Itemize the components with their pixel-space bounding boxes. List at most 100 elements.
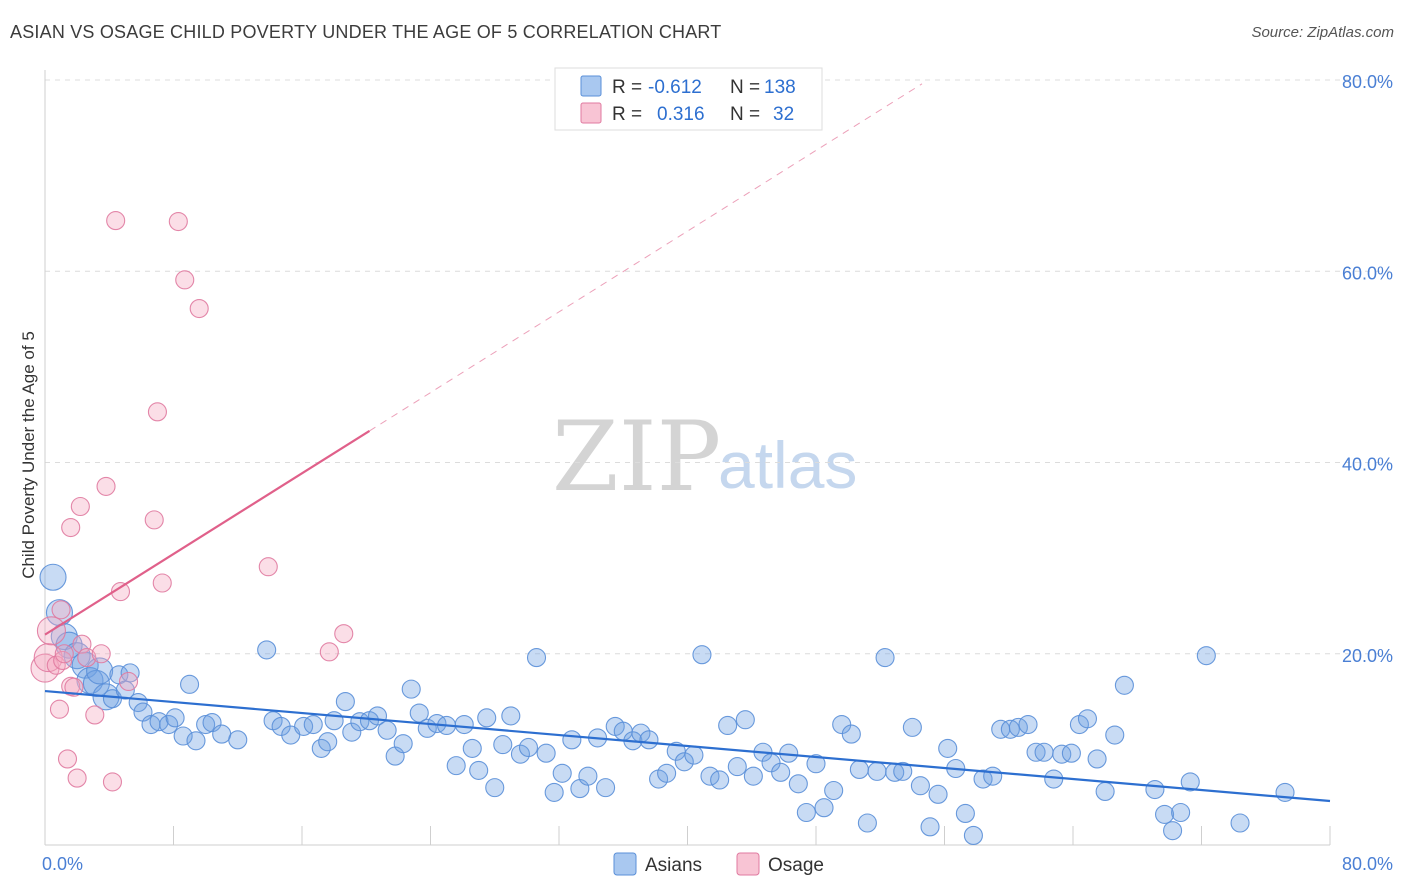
data-point: [771, 762, 791, 782]
data-point: [51, 600, 71, 620]
legend-r-value-osage: 0.316: [657, 104, 705, 125]
data-point: [727, 757, 747, 777]
source-label: Source: ZipAtlas.com: [1251, 24, 1394, 41]
data-point: [454, 714, 474, 735]
data-point: [674, 752, 694, 772]
legend-bottom: Asians Osage: [613, 852, 824, 876]
legend-n-value-asians: 138: [764, 77, 796, 98]
data-point: [718, 715, 738, 736]
data-point: [91, 644, 111, 664]
data-point: [39, 563, 67, 591]
data-point: [1087, 749, 1107, 769]
legend-n-label-osage: N =: [730, 104, 760, 125]
data-point: [743, 766, 763, 786]
legend-top: R = -0.612 N = 138 R = 0.316 N = 32: [554, 67, 823, 131]
data-point: [165, 708, 185, 728]
data-point: [469, 760, 489, 780]
data-point: [1026, 742, 1046, 762]
data-point: [53, 650, 73, 670]
data-point: [446, 756, 466, 776]
data-point: [1061, 743, 1081, 763]
data-point: [849, 759, 869, 780]
data-point: [1018, 714, 1038, 735]
data-point: [335, 692, 355, 712]
data-point: [57, 749, 78, 769]
y-tick-labels: 20.0% 40.0% 60.0% 80.0%: [1342, 72, 1393, 666]
data-point: [152, 573, 172, 593]
data-point: [118, 671, 139, 692]
data-point: [189, 298, 209, 319]
legend-r-value-asians: -0.612: [648, 77, 702, 98]
data-point: [955, 803, 975, 823]
series-asians: [39, 563, 1295, 845]
legend-swatch-asians: [580, 75, 602, 97]
data-point: [477, 708, 497, 728]
data-point: [1114, 675, 1134, 695]
trend-lines: [44, 83, 1331, 803]
data-point: [518, 737, 539, 758]
legend-n-label-asians: N =: [730, 77, 760, 98]
data-point: [342, 722, 362, 742]
data-point: [928, 784, 948, 804]
data-point: [168, 211, 188, 232]
gridlines: [45, 79, 1392, 655]
y-tick-label: 80.0%: [1342, 72, 1393, 92]
data-point: [67, 768, 87, 788]
data-point: [1171, 802, 1191, 823]
series-osage: [30, 211, 354, 792]
data-point: [806, 754, 826, 774]
data-point: [49, 699, 70, 719]
legend-n-value-osage: 32: [773, 104, 794, 125]
data-point: [85, 705, 105, 725]
data-point: [318, 732, 338, 752]
data-point: [319, 642, 339, 662]
data-point: [212, 724, 232, 744]
trend-line-asians: [44, 689, 1331, 803]
data-point: [334, 624, 354, 644]
data-point: [70, 496, 90, 517]
data-point: [228, 730, 248, 750]
legend-bottom-label-asians: Asians: [645, 855, 702, 876]
data-point: [814, 798, 834, 818]
data-point: [657, 763, 677, 783]
data-point: [106, 211, 126, 231]
data-point: [684, 745, 704, 765]
data-point: [485, 778, 505, 798]
data-point: [735, 710, 755, 730]
x-tick-label: 0.0%: [42, 854, 83, 874]
data-point: [796, 802, 816, 823]
data-point: [1163, 821, 1183, 841]
data-point: [910, 776, 930, 796]
data-point: [832, 714, 852, 735]
legend-swatch-osage: [580, 102, 602, 124]
data-point: [544, 782, 564, 802]
x-tick-label: 80.0%: [1342, 854, 1393, 874]
data-point: [526, 648, 547, 668]
data-point: [536, 743, 556, 763]
data-point: [983, 766, 1003, 786]
data-point: [1155, 804, 1175, 824]
legend-bottom-label-osage: Osage: [768, 855, 824, 876]
data-point: [1095, 781, 1115, 802]
data-point: [1180, 772, 1200, 792]
data-point: [303, 714, 323, 735]
data-point: [938, 738, 958, 758]
data-point: [1044, 769, 1064, 789]
watermark-zip: ZIP: [552, 401, 721, 513]
data-point: [596, 778, 616, 798]
data-point: [562, 730, 582, 750]
data-point: [1052, 744, 1072, 764]
trend-line-osage: [44, 430, 371, 636]
data-point: [824, 780, 844, 801]
data-point: [77, 648, 97, 668]
watermark-atlas: atlas: [718, 428, 857, 502]
data-point: [692, 645, 712, 665]
data-point: [401, 679, 421, 699]
data-point: [578, 766, 598, 786]
data-point: [147, 402, 167, 422]
data-point: [1145, 779, 1165, 800]
data-point: [294, 716, 314, 736]
data-point: [963, 825, 983, 845]
data-point: [920, 817, 940, 837]
